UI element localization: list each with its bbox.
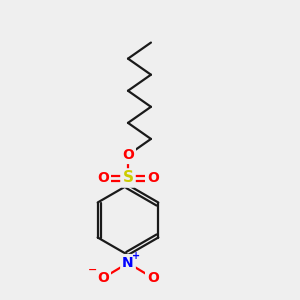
Text: S: S xyxy=(122,170,134,185)
Text: −: − xyxy=(88,265,98,275)
Text: O: O xyxy=(97,271,109,285)
Text: +: + xyxy=(132,251,140,261)
Text: O: O xyxy=(97,171,109,185)
Text: O: O xyxy=(147,171,159,185)
Text: O: O xyxy=(122,148,134,162)
Text: N: N xyxy=(122,256,134,270)
Text: O: O xyxy=(147,271,159,285)
